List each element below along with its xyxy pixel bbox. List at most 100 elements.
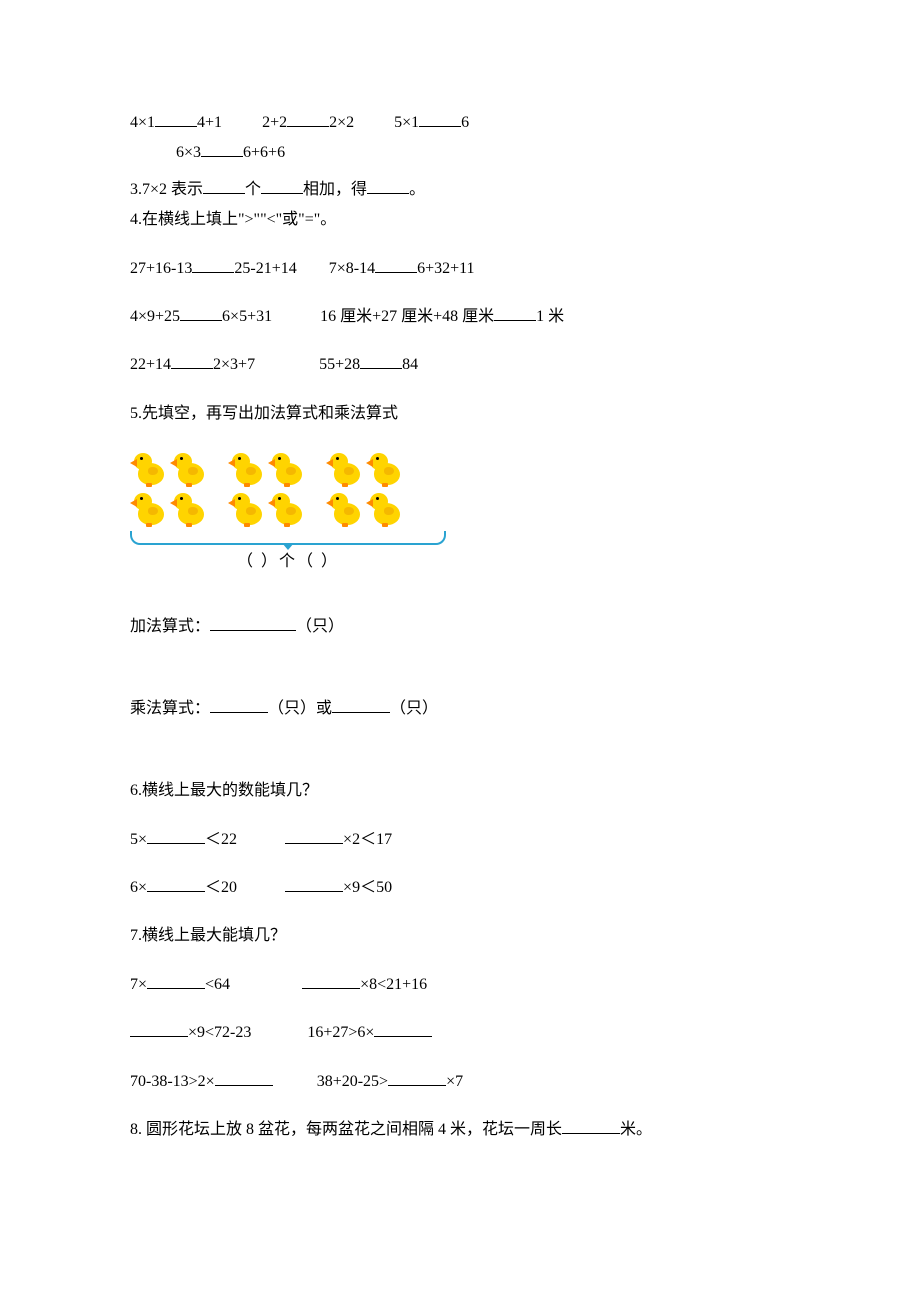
- blank-q6[interactable]: [285, 828, 343, 844]
- duck-icon: [132, 451, 168, 487]
- duck-icon: [230, 491, 266, 527]
- q7-l: 7×: [130, 976, 147, 993]
- q7-row: 70-38-13>2× 38+20-25> ×7: [130, 1067, 790, 1097]
- q6-title: 6.横线上最大的数能填几？: [130, 776, 790, 806]
- blank-q7[interactable]: [388, 1069, 446, 1085]
- q5-mul-line: 乘法算式： （只）或 （只）: [130, 694, 790, 724]
- cmp-a: 2+2: [262, 114, 287, 131]
- q5-mul-unit: （只）: [390, 700, 438, 717]
- blank-q6[interactable]: [147, 828, 205, 844]
- blank-compare[interactable]: [180, 305, 222, 321]
- blank-q3-count[interactable]: [203, 178, 245, 194]
- blank-q7[interactable]: [130, 1021, 188, 1037]
- q6-op2: ×2＜17: [343, 831, 392, 848]
- q4-row: 22+14 2×3+7 55+28 84: [130, 350, 790, 380]
- q5-mul-label: 乘法算式：: [130, 700, 210, 717]
- q4-r: 2×3+7: [213, 356, 255, 373]
- blank-q7[interactable]: [147, 973, 205, 989]
- duck-groups: [130, 447, 450, 529]
- q5-add-line: 加法算式： （只）: [130, 612, 790, 642]
- q4-l2: 55+28: [319, 356, 360, 373]
- cmp-a: 4×1: [130, 114, 155, 131]
- q5-add-label: 加法算式：: [130, 618, 210, 635]
- blank-compare[interactable]: [375, 256, 417, 272]
- q6-op2: ×9＜50: [343, 879, 392, 896]
- ducks-figure: （ ）个（ ）: [130, 447, 450, 577]
- blank-add-expr[interactable]: [210, 614, 296, 630]
- duck-icon: [270, 491, 306, 527]
- duck-icon: [368, 451, 404, 487]
- duck-icon: [328, 451, 364, 487]
- duck-icon: [172, 491, 208, 527]
- q6-op: ＜20: [205, 879, 237, 896]
- q4-l: 4×9+25: [130, 308, 180, 325]
- cmp-b: 2×2: [329, 114, 354, 131]
- q7-row: 7× <64 ×8<21+16: [130, 970, 790, 1000]
- q5-mul-mid: （只）或: [268, 700, 332, 717]
- duck-icon: [270, 451, 306, 487]
- compare-row-2: 6×36+6+6: [130, 138, 790, 168]
- blank-mul-expr[interactable]: [210, 697, 268, 713]
- cmp-a: 6×3: [176, 144, 201, 161]
- q7-r: ×9<72-23: [188, 1024, 251, 1041]
- q4-r2: 1 米: [536, 308, 564, 325]
- q7-row: ×9<72-23 16+27>6×: [130, 1018, 790, 1048]
- blank-compare[interactable]: [171, 353, 213, 369]
- cmp-a: 5×1: [394, 114, 419, 131]
- blank-q6[interactable]: [285, 876, 343, 892]
- q8-text-a: 8. 圆形花坛上放 8 盆花，每两盆花之间相隔 4 米，花坛一周长: [130, 1121, 562, 1138]
- duck-group: [230, 451, 306, 527]
- blank-q6[interactable]: [147, 876, 205, 892]
- q7-l: 70-38-13>2×: [130, 1073, 215, 1090]
- q4-title: 4.在横线上填上">""<"或"="。: [130, 205, 790, 235]
- blank-q7[interactable]: [302, 973, 360, 989]
- q4-r: 6×5+31: [222, 308, 272, 325]
- blank-q7[interactable]: [374, 1021, 432, 1037]
- q3-line: 3.7×2 表示个相加，得。: [130, 175, 790, 205]
- q3-suffix: 。: [409, 181, 425, 198]
- q5-add-unit: （只）: [296, 618, 344, 635]
- q4-row: 4×9+256×5+31 16 厘米+27 厘米+48 厘米1 米: [130, 302, 790, 332]
- q4-l: 27+16-13: [130, 260, 192, 277]
- blank-q7[interactable]: [215, 1069, 273, 1085]
- blank-q8[interactable]: [562, 1118, 620, 1134]
- q3-prefix: 3.7×2 表示: [130, 181, 203, 198]
- q4-row: 27+16-1325-21+14 7×8-146+32+11: [130, 254, 790, 284]
- duck-icon: [132, 491, 168, 527]
- q7-r: <64: [205, 976, 230, 993]
- blank-compare[interactable]: [155, 111, 197, 127]
- q4-r2: 84: [402, 356, 418, 373]
- blank-compare[interactable]: [360, 353, 402, 369]
- q4-l2: 7×8-14: [329, 260, 375, 277]
- q6-l: 6×: [130, 879, 147, 896]
- q7-l2: 38+20-25>: [317, 1073, 388, 1090]
- q8-text-b: 米。: [620, 1121, 652, 1138]
- blank-compare[interactable]: [494, 305, 536, 321]
- cmp-b: 6: [461, 114, 469, 131]
- blank-compare[interactable]: [287, 111, 329, 127]
- q6-op: ＜22: [205, 831, 237, 848]
- duck-icon: [328, 491, 364, 527]
- q7-title: 7.横线上最大能填几？: [130, 921, 790, 951]
- compare-row-1: 4×14+1 2+22×2 5×16: [130, 108, 790, 138]
- blank-compare[interactable]: [419, 111, 461, 127]
- bracket-label: （ ）个（ ）: [130, 547, 446, 577]
- q4-l: 22+14: [130, 356, 171, 373]
- worksheet-page: 4×14+1 2+22×2 5×16 6×36+6+6 3.7×2 表示个相加，…: [0, 0, 920, 1302]
- q4-r: 25-21+14: [234, 260, 296, 277]
- q5-title: 5.先填空，再写出加法算式和乘法算式: [130, 399, 790, 429]
- blank-q3-result[interactable]: [367, 178, 409, 194]
- duck-group: [328, 451, 404, 527]
- curly-bracket: [130, 531, 446, 545]
- q6-l: 5×: [130, 831, 147, 848]
- blank-compare[interactable]: [201, 141, 243, 157]
- blank-compare[interactable]: [192, 256, 234, 272]
- duck-icon: [230, 451, 266, 487]
- blank-mul-expr2[interactable]: [332, 697, 390, 713]
- q6-row: 5× ＜22 ×2＜17: [130, 825, 790, 855]
- duck-group: [132, 451, 208, 527]
- q7-r2: ×7: [446, 1073, 463, 1090]
- q7-r2: ×8<21+16: [360, 976, 427, 993]
- q6-row: 6× ＜20 ×9＜50: [130, 873, 790, 903]
- blank-q3-addend[interactable]: [261, 178, 303, 194]
